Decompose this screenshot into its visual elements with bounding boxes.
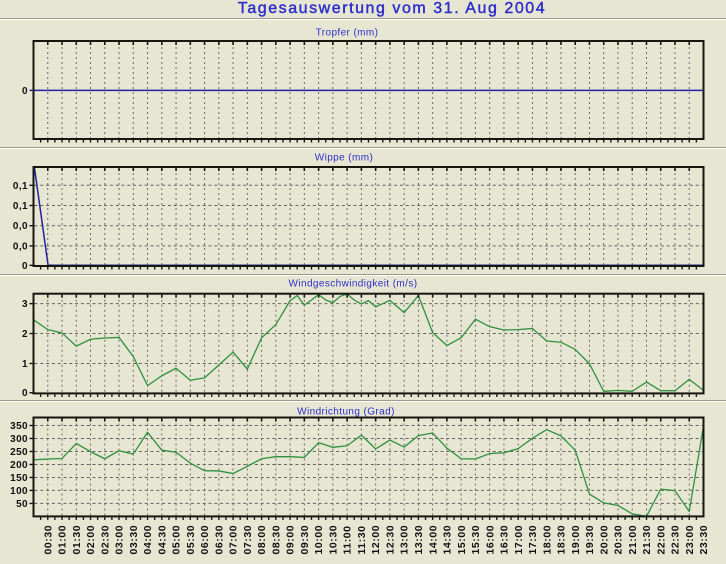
svg-text:02:00: 02:00 <box>85 525 97 555</box>
svg-text:0,1: 0,1 <box>13 201 28 212</box>
svg-text:350: 350 <box>10 421 28 432</box>
svg-text:1: 1 <box>22 359 28 370</box>
svg-text:09:00: 09:00 <box>285 525 297 555</box>
svg-text:0,0: 0,0 <box>13 221 28 232</box>
svg-text:21:00: 21:00 <box>627 525 639 555</box>
svg-text:20:30: 20:30 <box>613 525 625 555</box>
svg-text:05:00: 05:00 <box>171 525 183 555</box>
svg-text:14:00: 14:00 <box>427 525 439 555</box>
svg-text:07:30: 07:30 <box>242 525 254 555</box>
svg-text:0: 0 <box>22 86 28 97</box>
svg-text:12:30: 12:30 <box>384 525 396 555</box>
svg-text:23:30: 23:30 <box>698 525 710 555</box>
svg-text:Windrichtung (Grad): Windrichtung (Grad) <box>297 406 395 417</box>
svg-text:16:30: 16:30 <box>499 525 511 555</box>
svg-text:2: 2 <box>22 329 28 340</box>
svg-text:08:00: 08:00 <box>256 525 268 555</box>
svg-text:Wippe (mm): Wippe (mm) <box>315 152 373 163</box>
svg-text:Tropfer (mm): Tropfer (mm) <box>316 27 379 38</box>
svg-text:200: 200 <box>10 460 28 471</box>
svg-text:0: 0 <box>22 261 28 272</box>
svg-text:13:00: 13:00 <box>399 525 411 555</box>
svg-text:04:00: 04:00 <box>142 525 154 555</box>
svg-text:17:30: 17:30 <box>527 525 539 555</box>
svg-text:11:00: 11:00 <box>342 525 354 554</box>
svg-text:50: 50 <box>16 499 28 510</box>
svg-text:05:30: 05:30 <box>185 525 197 555</box>
svg-text:06:30: 06:30 <box>213 525 225 555</box>
svg-text:00:30: 00:30 <box>42 525 54 555</box>
svg-text:250: 250 <box>10 447 28 458</box>
svg-text:01:30: 01:30 <box>71 525 83 555</box>
svg-text:15:30: 15:30 <box>470 525 482 555</box>
svg-text:20:00: 20:00 <box>598 525 610 555</box>
svg-text:Windgeschwindigkeit (m/s): Windgeschwindigkeit (m/s) <box>289 278 418 289</box>
svg-text:18:00: 18:00 <box>541 525 553 555</box>
svg-text:08:30: 08:30 <box>270 525 282 555</box>
svg-text:23:00: 23:00 <box>684 525 696 555</box>
svg-text:100: 100 <box>10 486 28 497</box>
svg-text:0,0: 0,0 <box>13 241 28 252</box>
svg-text:04:30: 04:30 <box>156 525 168 555</box>
svg-text:19:00: 19:00 <box>570 525 582 555</box>
svg-text:150: 150 <box>10 473 28 484</box>
svg-text:0,1: 0,1 <box>13 181 28 192</box>
svg-text:13:30: 13:30 <box>413 525 425 555</box>
svg-text:03:00: 03:00 <box>114 525 126 555</box>
svg-text:21:30: 21:30 <box>641 525 653 555</box>
svg-text:300: 300 <box>10 434 28 445</box>
svg-text:07:00: 07:00 <box>228 525 240 555</box>
svg-text:14:30: 14:30 <box>442 525 454 555</box>
svg-text:02:30: 02:30 <box>99 525 111 555</box>
svg-text:22:00: 22:00 <box>655 525 667 555</box>
svg-text:0: 0 <box>22 388 28 399</box>
svg-text:06:00: 06:00 <box>199 525 211 555</box>
svg-text:10:30: 10:30 <box>327 525 339 555</box>
svg-text:3: 3 <box>22 299 28 310</box>
svg-text:17:00: 17:00 <box>513 525 525 555</box>
svg-text:15:00: 15:00 <box>456 525 468 555</box>
svg-text:09:30: 09:30 <box>299 525 311 555</box>
svg-text:10:00: 10:00 <box>313 525 325 555</box>
svg-text:01:00: 01:00 <box>57 525 69 555</box>
svg-text:22:30: 22:30 <box>670 525 682 555</box>
svg-text:03:30: 03:30 <box>128 525 140 555</box>
svg-text:18:30: 18:30 <box>556 525 568 555</box>
svg-text:19:30: 19:30 <box>584 525 596 555</box>
svg-text:12:00: 12:00 <box>370 525 382 555</box>
svg-text:16:00: 16:00 <box>484 525 496 555</box>
svg-text:11:30: 11:30 <box>356 525 368 554</box>
